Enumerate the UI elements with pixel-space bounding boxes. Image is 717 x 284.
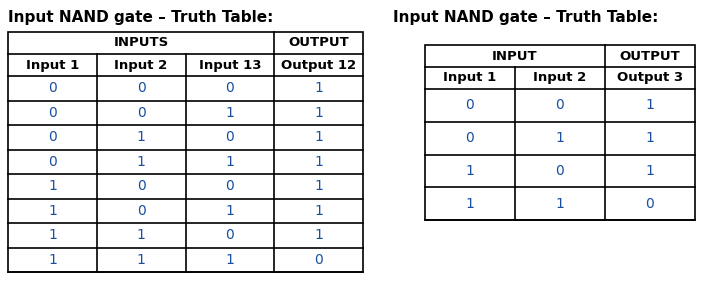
Text: Input 1: Input 1 [26,59,79,72]
Text: 0: 0 [226,179,234,193]
Text: Input 13: Input 13 [199,59,261,72]
Bar [425,45,695,220]
Bar [8,32,363,272]
Text: 1: 1 [225,155,234,169]
Text: INPUTS: INPUTS [113,37,168,49]
Text: 1: 1 [314,81,323,95]
Text: INPUT: INPUT [492,49,538,62]
Text: 0: 0 [465,131,475,145]
Text: 1: 1 [314,106,323,120]
Text: Output 3: Output 3 [617,72,683,85]
Text: 0: 0 [465,98,475,112]
Text: Input 2: Input 2 [533,72,587,85]
Text: 1: 1 [137,130,146,144]
Text: 1: 1 [645,164,655,178]
Text: 1: 1 [48,204,57,218]
Text: 1: 1 [645,131,655,145]
Text: 0: 0 [137,81,146,95]
Text: 0: 0 [645,197,655,211]
Text: 0: 0 [226,130,234,144]
Text: Input 1: Input 1 [443,72,497,85]
Text: 1: 1 [48,228,57,242]
Text: 1: 1 [137,253,146,267]
Text: 0: 0 [48,106,57,120]
Text: OUTPUT: OUTPUT [288,37,349,49]
Text: 0: 0 [137,106,146,120]
Text: 0: 0 [137,179,146,193]
Text: 0: 0 [226,81,234,95]
Text: 0: 0 [314,253,323,267]
Text: OUTPUT: OUTPUT [619,49,680,62]
Text: Input 2: Input 2 [115,59,168,72]
Text: 1: 1 [225,204,234,218]
Text: 1: 1 [314,130,323,144]
Text: 0: 0 [137,204,146,218]
Text: 1: 1 [314,155,323,169]
Text: 1: 1 [225,253,234,267]
Text: 1: 1 [314,179,323,193]
Text: 1: 1 [645,98,655,112]
Text: 1: 1 [556,197,564,211]
Text: 1: 1 [225,106,234,120]
Text: 1: 1 [556,131,564,145]
Text: 0: 0 [556,164,564,178]
Text: 1: 1 [137,155,146,169]
Text: Input NAND gate – Truth Table:: Input NAND gate – Truth Table: [8,10,273,25]
Text: 0: 0 [226,228,234,242]
Text: 1: 1 [465,164,475,178]
Text: 0: 0 [48,130,57,144]
Text: 1: 1 [465,197,475,211]
Text: Output 12: Output 12 [281,59,356,72]
Text: 0: 0 [48,155,57,169]
Text: 0: 0 [556,98,564,112]
Text: 1: 1 [137,228,146,242]
Text: 1: 1 [314,204,323,218]
Text: 1: 1 [48,253,57,267]
Text: Input NAND gate – Truth Table:: Input NAND gate – Truth Table: [393,10,658,25]
Text: 0: 0 [48,81,57,95]
Text: 1: 1 [314,228,323,242]
Text: 1: 1 [48,179,57,193]
